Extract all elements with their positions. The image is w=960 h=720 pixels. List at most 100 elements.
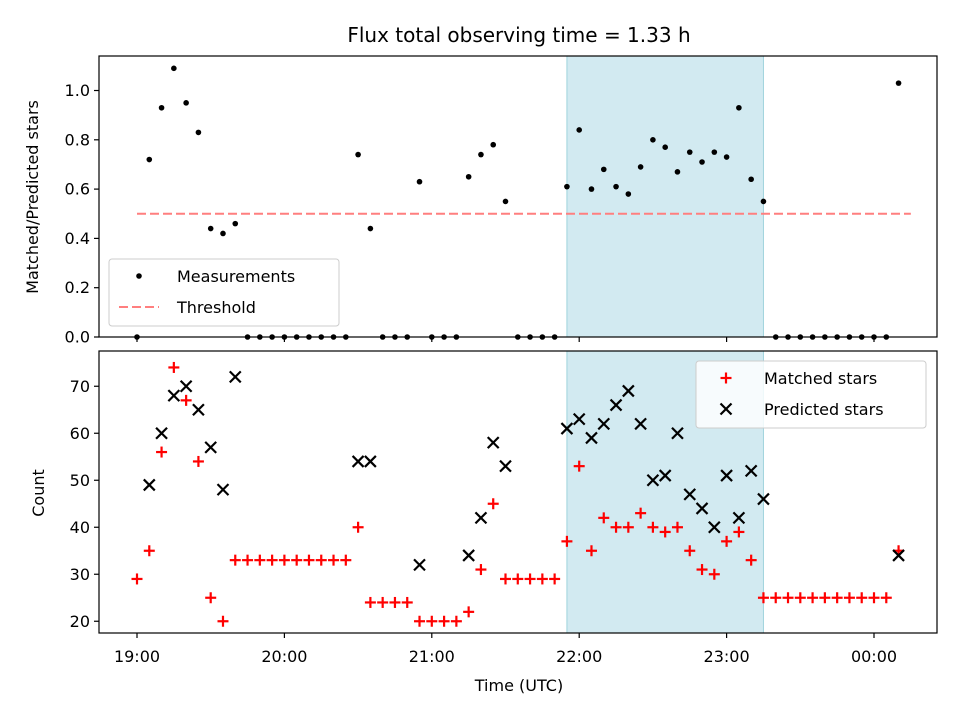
marker-stroke [351,455,365,468]
marker-stroke [671,426,684,440]
marker-stroke [560,422,574,435]
marker-stroke [658,469,672,482]
data-point [564,183,570,190]
data-point [748,176,754,183]
x-tick-label: 23:00 [704,647,750,666]
data-point [794,592,806,604]
marker-stroke [179,379,193,393]
legend-label: Measurements [177,267,295,286]
data-point [204,441,217,454]
marker-stroke [609,398,623,412]
data-point [171,65,177,72]
data-point [487,498,499,510]
data-point [278,554,290,566]
data-point [674,169,681,175]
data-point [500,573,511,585]
legend: Measurements Threshold [108,258,340,327]
data-point [183,100,189,106]
data-point [686,149,693,155]
y-tick-label: 70 [70,377,90,396]
y-tick-label: 0.2 [65,278,90,297]
data-point [625,191,632,197]
data-point [220,230,226,237]
chart-title: Flux total observing time = 1.33 h [347,23,690,47]
data-point [843,592,855,604]
x-tick-label: 20:00 [261,647,307,666]
data-point [328,554,340,566]
data-point [426,615,438,627]
data-point [585,545,597,557]
series-measurements [134,65,902,340]
y-tick-label: 1.0 [65,81,90,100]
data-point [671,426,684,440]
data-point [486,436,500,449]
data-point [401,596,413,608]
data-point [463,606,475,618]
axes-frame [98,55,938,338]
marker-stroke [757,492,770,506]
data-point [699,159,705,165]
data-point [192,455,204,467]
marker-stroke [634,417,647,431]
data-point [733,526,745,538]
data-point [232,220,239,227]
data-point [475,564,487,576]
data-point [807,592,819,604]
data-point [180,394,192,406]
data-point [367,225,374,232]
data-point [364,596,376,608]
data-point [745,554,757,566]
data-point [635,507,647,519]
y-tick-label: 0.4 [65,229,90,248]
legend-marker [719,402,733,416]
highlight-band [566,55,764,338]
legend-box [695,360,927,429]
data-point [351,455,365,468]
marker-stroke [646,473,660,487]
data-point [576,127,582,133]
counts-y-axis-label: Count [29,469,48,517]
data-point [770,592,782,604]
y-tick-label: 0.8 [65,130,90,149]
x-axis-label: Time (UTC) [474,676,563,695]
series-predicted-stars [143,370,905,572]
data-point [637,164,644,170]
axes-frame [98,350,938,634]
data-point [711,149,718,155]
data-point [228,370,242,384]
data-point [168,361,180,373]
data-point [143,478,156,492]
marker-stroke [474,511,488,525]
x-tick-label: 22:00 [556,647,602,666]
data-point [465,173,472,180]
data-point [760,198,767,205]
data-point [895,80,902,86]
legend-label: Threshold [176,298,256,317]
data-point [720,469,733,482]
data-point [892,549,905,562]
data-point [490,141,497,148]
marker-stroke [499,459,512,473]
marker-stroke [719,402,733,416]
data-point [622,384,635,398]
data-point [613,183,619,190]
data-point [502,198,509,205]
data-point [156,446,168,458]
ratio-panel: 0.0 0.2 0.4 0.6 0.8 1.0 Measurements Threshold [65,55,938,347]
data-point [868,592,880,604]
data-point [155,426,168,440]
data-point [524,573,536,585]
data-point [647,521,659,533]
data-point [646,473,660,487]
marker-stroke [155,426,168,440]
marker-stroke [167,389,181,402]
marker-stroke [192,403,205,417]
series-matched-stars [131,361,905,627]
data-point [696,564,708,576]
data-point [732,511,746,525]
data-point [377,596,389,608]
data-point [536,573,548,585]
legend-marker [136,273,142,279]
data-point [499,459,512,473]
